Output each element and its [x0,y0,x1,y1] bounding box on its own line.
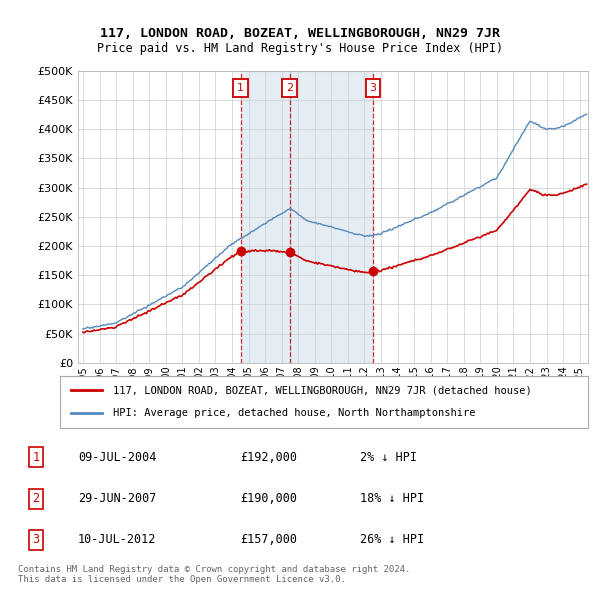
Text: 26% ↓ HPI: 26% ↓ HPI [360,533,424,546]
Text: Contains HM Land Registry data © Crown copyright and database right 2024.
This d: Contains HM Land Registry data © Crown c… [18,565,410,584]
Text: £190,000: £190,000 [240,492,297,505]
Text: £157,000: £157,000 [240,533,297,546]
Text: 3: 3 [370,83,377,93]
Text: Price paid vs. HM Land Registry's House Price Index (HPI): Price paid vs. HM Land Registry's House … [97,42,503,55]
Bar [290,71,373,363]
Text: £192,000: £192,000 [240,451,297,464]
Text: 2% ↓ HPI: 2% ↓ HPI [360,451,417,464]
Text: HPI: Average price, detached house, North Northamptonshire: HPI: Average price, detached house, Nort… [113,408,475,418]
Text: 2: 2 [286,83,293,93]
Text: 09-JUL-2004: 09-JUL-2004 [78,451,157,464]
Text: 1: 1 [32,451,40,464]
Bar [241,71,290,363]
Text: 1: 1 [237,83,244,93]
Text: 2: 2 [32,492,40,505]
Text: 18% ↓ HPI: 18% ↓ HPI [360,492,424,505]
Text: 117, LONDON ROAD, BOZEAT, WELLINGBOROUGH, NN29 7JR (detached house): 117, LONDON ROAD, BOZEAT, WELLINGBOROUGH… [113,385,532,395]
Text: 10-JUL-2012: 10-JUL-2012 [78,533,157,546]
Text: 117, LONDON ROAD, BOZEAT, WELLINGBOROUGH, NN29 7JR: 117, LONDON ROAD, BOZEAT, WELLINGBOROUGH… [100,27,500,40]
Text: 29-JUN-2007: 29-JUN-2007 [78,492,157,505]
Text: 3: 3 [32,533,40,546]
